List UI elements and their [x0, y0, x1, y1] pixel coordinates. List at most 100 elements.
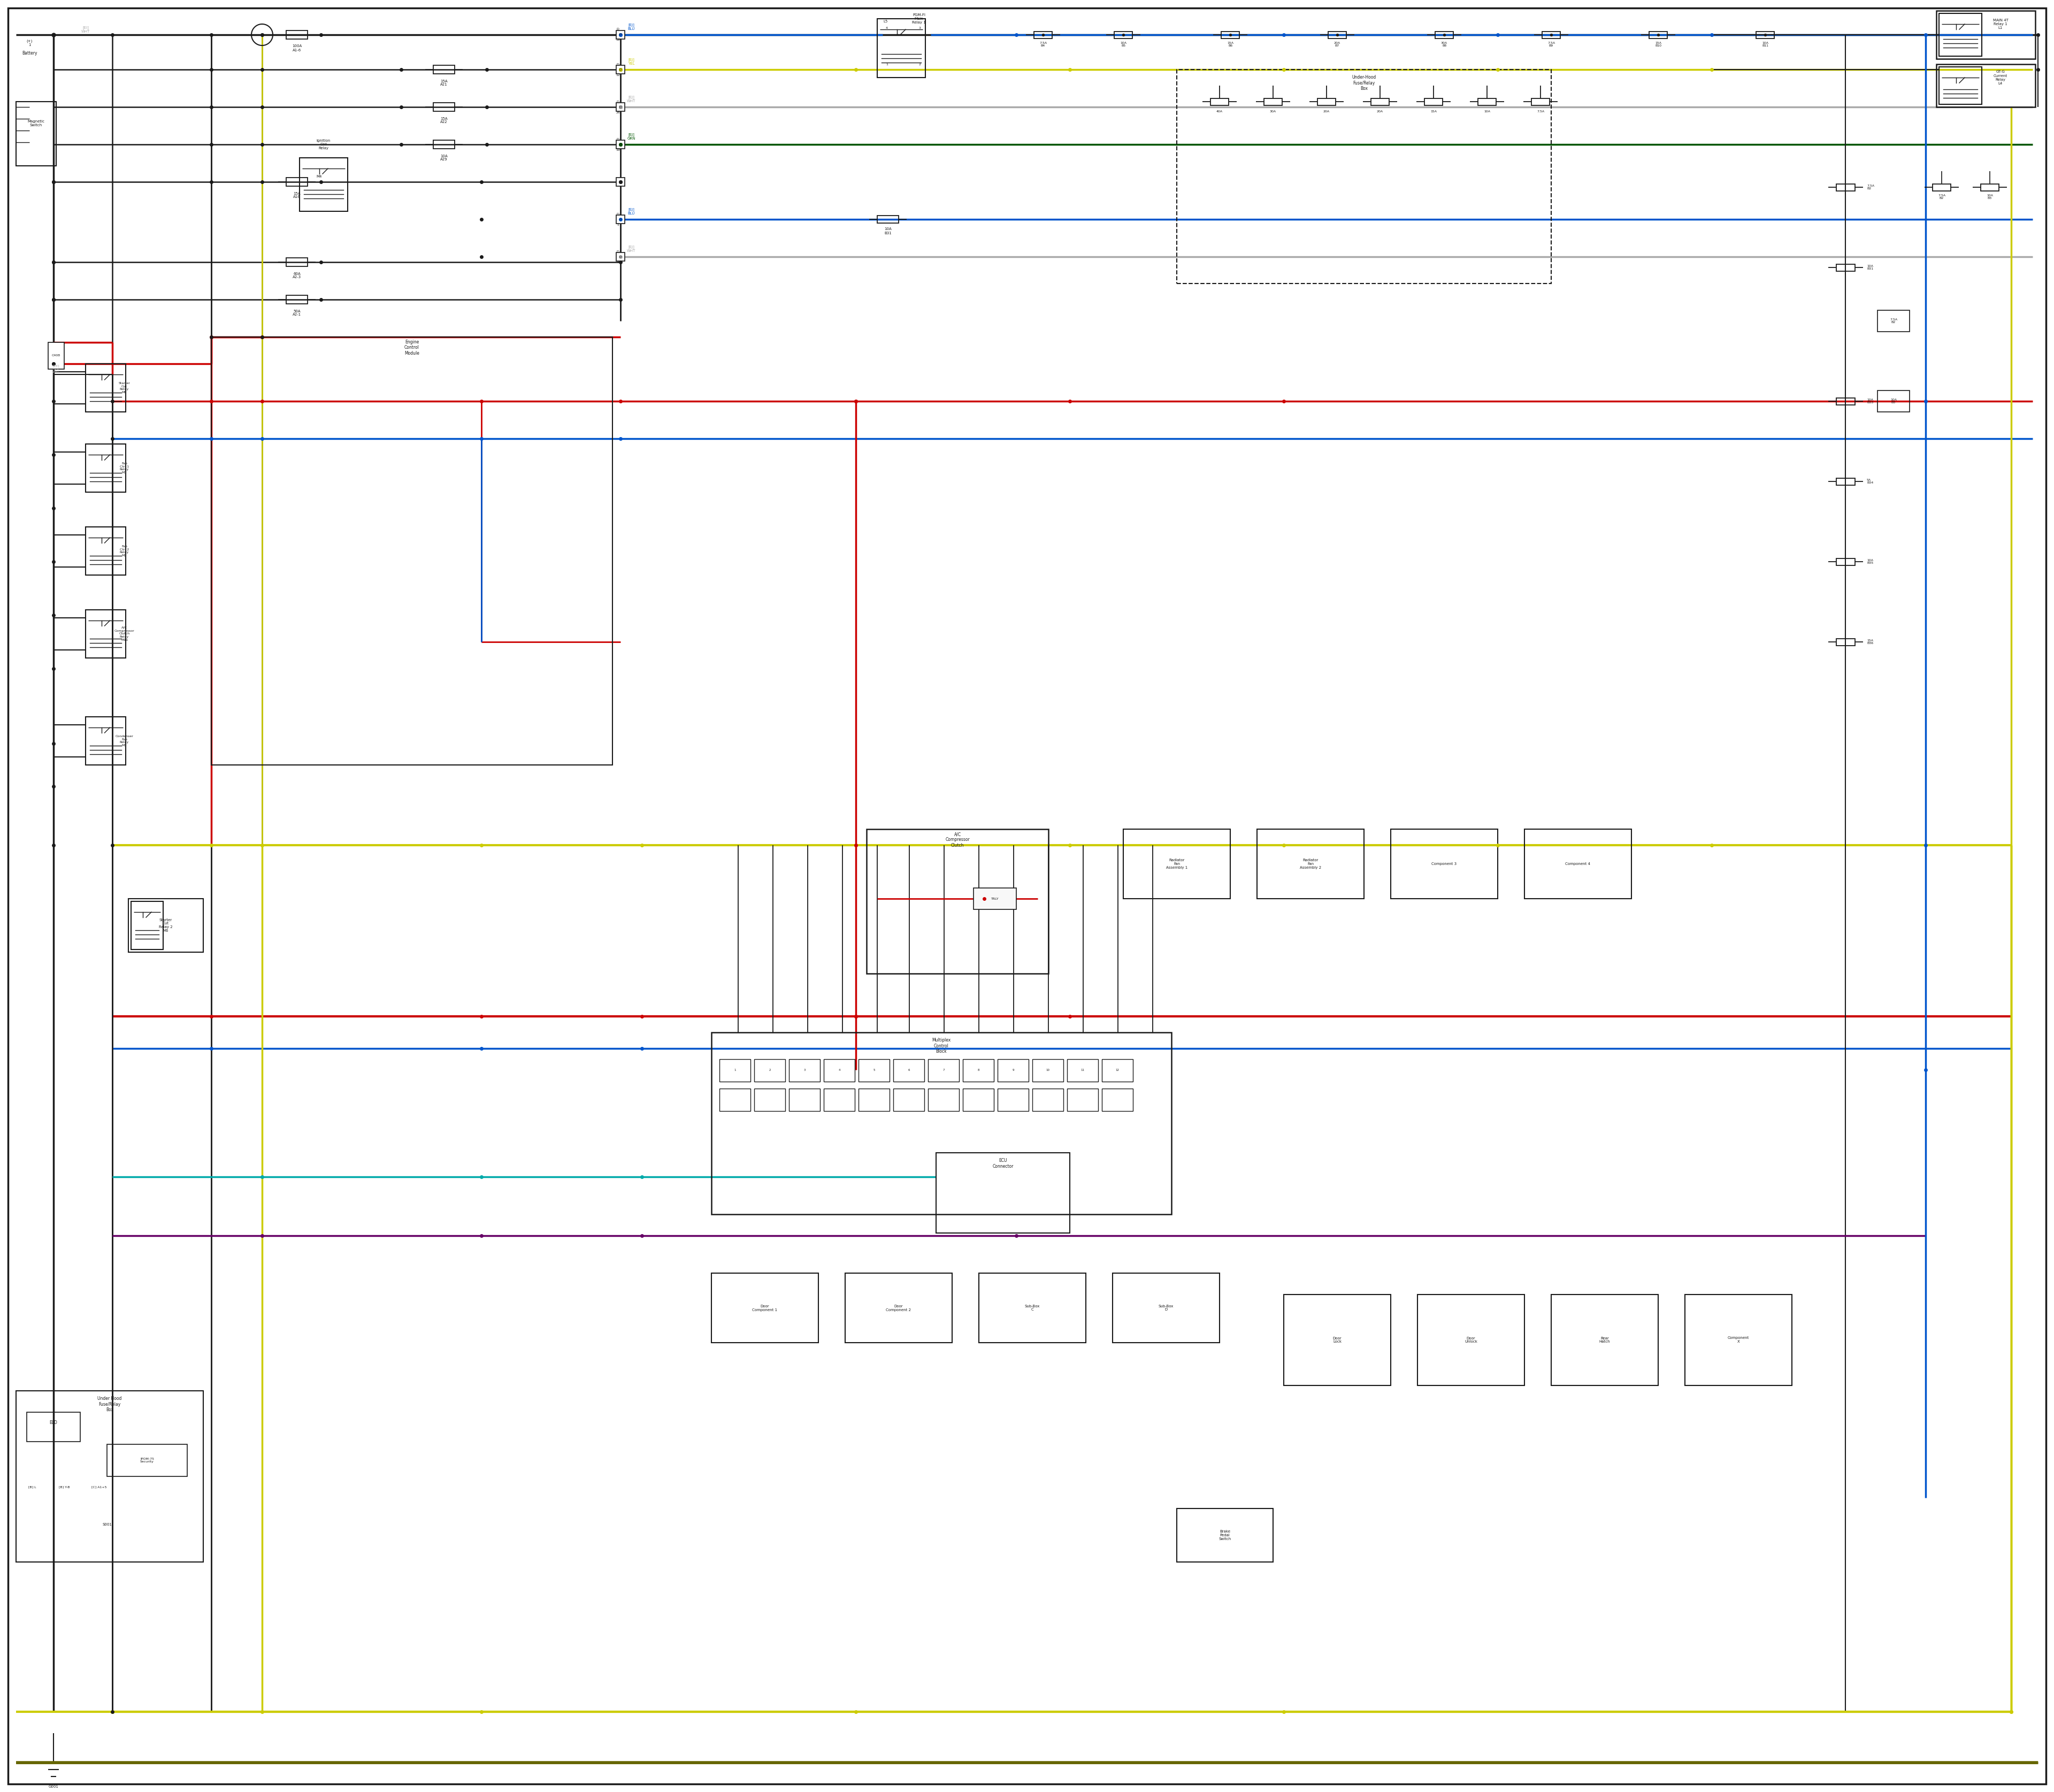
- Text: 3: 3: [918, 27, 920, 29]
- Bar: [616, 30, 624, 39]
- Bar: [616, 140, 624, 149]
- Text: 15A
B10: 15A B10: [1656, 41, 1662, 47]
- Bar: [1329, 30, 1345, 38]
- Text: D: D: [616, 29, 618, 30]
- Text: A/C
Compressor
Clutch: A/C Compressor Clutch: [945, 831, 969, 848]
- Bar: [824, 1059, 854, 1082]
- Bar: [131, 901, 162, 950]
- Bar: [86, 609, 125, 658]
- Text: [B] L: [B] L: [29, 1486, 37, 1489]
- Text: Rear
Hatch: Rear Hatch: [1600, 1337, 1610, 1344]
- Bar: [980, 1272, 1087, 1342]
- Text: Fan
Ctrl 1
Relay
M1: Fan Ctrl 1 Relay M1: [119, 462, 129, 475]
- Text: Radiator
Fan
Assembly 2: Radiator Fan Assembly 2: [1300, 858, 1321, 869]
- Bar: [719, 1088, 750, 1111]
- Text: Engine
Control
Module: Engine Control Module: [405, 340, 419, 355]
- Text: 7.5A
B2: 7.5A B2: [1890, 317, 1898, 324]
- Text: 7.5A
B4: 7.5A B4: [1039, 41, 1048, 47]
- Bar: [1033, 1059, 1064, 1082]
- Bar: [1101, 1088, 1134, 1111]
- Text: G001: G001: [49, 1785, 58, 1788]
- Bar: [1101, 1059, 1134, 1082]
- Text: [EJ]
BLU: [EJ] BLU: [629, 23, 635, 30]
- Text: 15A: 15A: [1430, 109, 1436, 113]
- Text: 30A
B8: 30A B8: [1442, 41, 1448, 47]
- Text: [EI]
WHT: [EI] WHT: [82, 25, 90, 32]
- Bar: [433, 140, 454, 149]
- Bar: [877, 18, 926, 77]
- Bar: [1113, 30, 1132, 38]
- Text: Ignition
Coil
Relay: Ignition Coil Relay: [316, 140, 331, 151]
- Text: [C] A1+5: [C] A1+5: [90, 1486, 107, 1489]
- Bar: [616, 65, 624, 73]
- Text: ECU
Connector: ECU Connector: [992, 1158, 1013, 1168]
- Text: 10: 10: [1045, 1070, 1050, 1072]
- Text: [EJ]
WHT: [EJ] WHT: [626, 95, 635, 102]
- Bar: [998, 1088, 1029, 1111]
- Text: 1: 1: [885, 63, 887, 66]
- Bar: [1684, 1294, 1791, 1385]
- Bar: [893, 1088, 924, 1111]
- Bar: [1068, 1059, 1099, 1082]
- Text: D: D: [620, 106, 622, 108]
- Bar: [86, 364, 125, 412]
- Text: (+)
1: (+) 1: [27, 39, 33, 47]
- Bar: [1391, 830, 1497, 898]
- Text: D: D: [616, 63, 618, 66]
- Text: D: D: [620, 181, 622, 183]
- Text: 15A
B36: 15A B36: [1867, 640, 1873, 645]
- Bar: [789, 1059, 820, 1082]
- Bar: [286, 177, 308, 186]
- Bar: [1543, 30, 1561, 38]
- Bar: [1436, 30, 1454, 38]
- Bar: [754, 1059, 785, 1082]
- Text: Under Hood
Fuse/Relay
Box: Under Hood Fuse/Relay Box: [97, 1396, 121, 1412]
- Bar: [719, 1059, 750, 1082]
- Bar: [1257, 830, 1364, 898]
- Text: Magnetic
Switch: Magnetic Switch: [27, 120, 45, 127]
- Bar: [16, 1391, 203, 1563]
- Text: 5A
B34: 5A B34: [1867, 478, 1873, 484]
- Text: Door
Component 2: Door Component 2: [885, 1305, 912, 1312]
- Bar: [616, 215, 624, 224]
- Bar: [859, 1059, 889, 1082]
- Bar: [1033, 30, 1052, 38]
- Text: Sub-Box
D: Sub-Box D: [1158, 1305, 1173, 1312]
- Text: D: D: [616, 100, 618, 102]
- Text: 30A: 30A: [1269, 109, 1276, 113]
- Text: 10A
B31: 10A B31: [885, 228, 891, 235]
- Text: Component
X: Component X: [1727, 1337, 1750, 1344]
- Bar: [1933, 185, 1951, 190]
- Text: TRLY: TRLY: [990, 898, 998, 900]
- Bar: [616, 253, 624, 262]
- Bar: [86, 444, 125, 493]
- Bar: [616, 102, 624, 111]
- Text: Condenser
Fan
Relay
M3: Condenser Fan Relay M3: [115, 735, 134, 747]
- Bar: [1177, 1509, 1273, 1563]
- Text: 4: 4: [885, 27, 887, 29]
- Bar: [711, 1032, 1171, 1215]
- Bar: [1524, 830, 1631, 898]
- Text: 10A
B35: 10A B35: [1867, 559, 1873, 564]
- Text: [EJ]
YEL: [EJ] YEL: [629, 57, 635, 65]
- Text: D: D: [620, 256, 622, 258]
- Text: 2: 2: [918, 63, 920, 66]
- Bar: [1370, 99, 1389, 106]
- Bar: [127, 898, 203, 952]
- Text: A/C
Compressor
Clutch
Relay
M11: A/C Compressor Clutch Relay M11: [115, 627, 134, 642]
- Bar: [1649, 30, 1668, 38]
- Text: L5: L5: [883, 20, 887, 23]
- Bar: [928, 1059, 959, 1082]
- Text: GT-G
Current
Relay
L4: GT-G Current Relay L4: [1994, 70, 2007, 84]
- Text: 15A
A21: 15A A21: [440, 79, 448, 86]
- Bar: [1033, 1088, 1064, 1111]
- Bar: [937, 1152, 1070, 1233]
- Bar: [1980, 185, 1999, 190]
- Bar: [47, 342, 64, 369]
- Bar: [1210, 99, 1228, 106]
- Bar: [1836, 478, 1855, 486]
- Bar: [1836, 557, 1855, 564]
- Bar: [27, 1412, 80, 1441]
- Text: D: D: [616, 213, 618, 215]
- Bar: [433, 102, 454, 111]
